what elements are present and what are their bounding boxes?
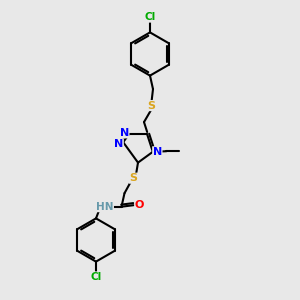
Text: O: O bbox=[135, 200, 144, 210]
Text: Cl: Cl bbox=[90, 272, 102, 282]
Text: S: S bbox=[130, 173, 137, 183]
Text: N: N bbox=[153, 147, 162, 157]
Text: N: N bbox=[120, 128, 129, 138]
Text: S: S bbox=[148, 100, 155, 111]
Text: HN: HN bbox=[96, 202, 113, 212]
Text: N: N bbox=[114, 139, 123, 149]
Text: Cl: Cl bbox=[144, 12, 156, 22]
